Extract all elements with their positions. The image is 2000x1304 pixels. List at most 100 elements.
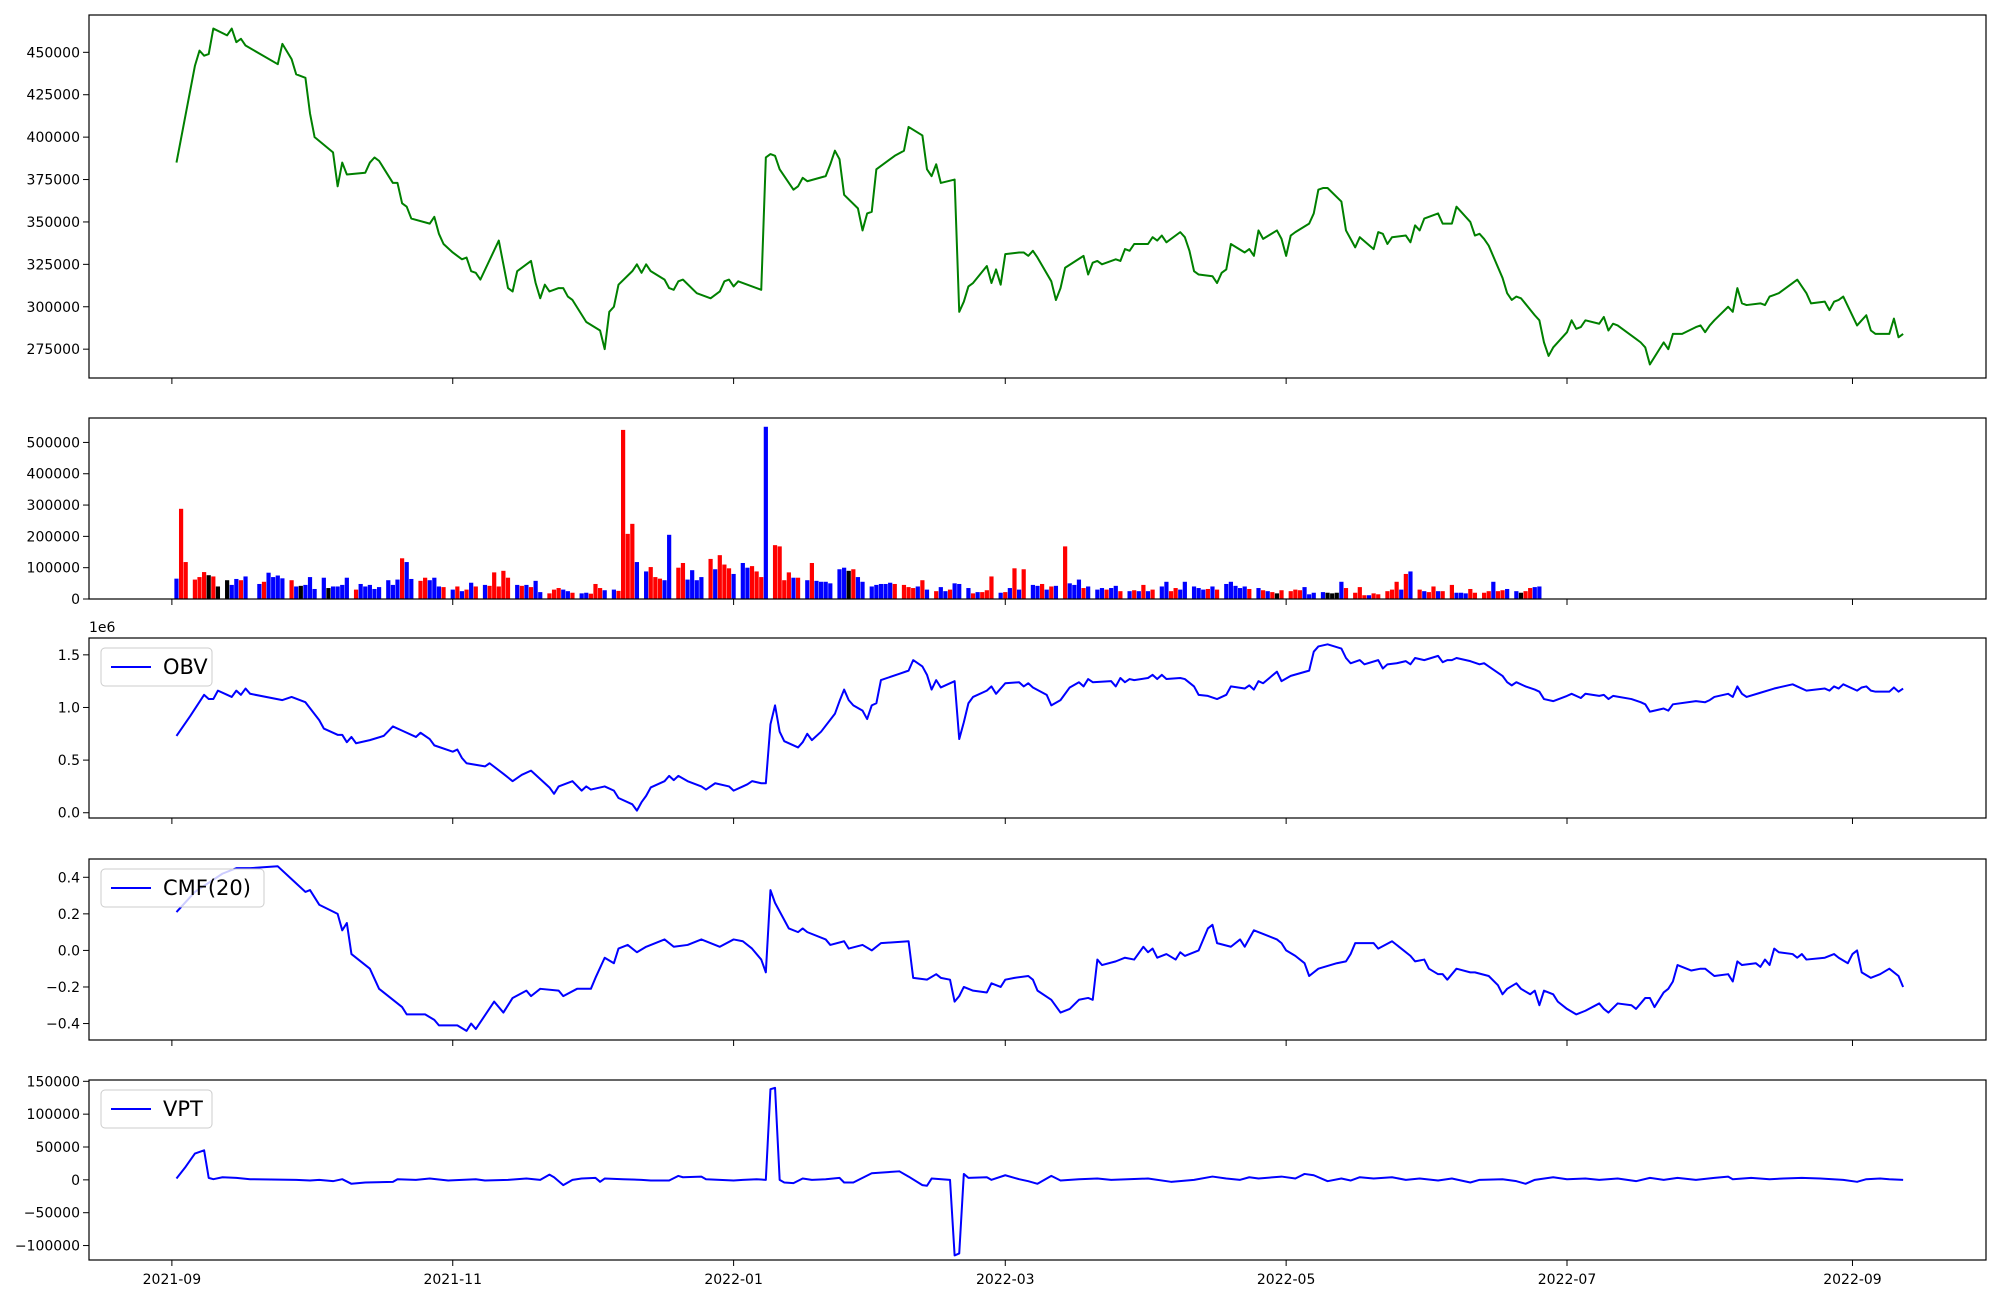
volume-bar [717, 555, 722, 599]
volume-bar [427, 580, 432, 599]
volume-bar [1357, 587, 1362, 599]
volume-bar [561, 589, 566, 599]
volume-bar [1482, 592, 1487, 599]
series-line-obv [175, 643, 1904, 812]
volume-bar [229, 584, 234, 599]
panel-cmf: −0.4 −0.2 0.0 0.2 0.4 CMF(20) [46, 858, 1987, 1046]
volume-bar [823, 581, 828, 599]
volume-bar [1242, 586, 1247, 599]
y-scale-offset-label: 1e6 [89, 620, 116, 636]
y-tick-label: 375000 [27, 173, 80, 189]
volume-bar [363, 586, 368, 599]
volume-bar [782, 580, 787, 599]
volume-bar [202, 572, 207, 599]
volume-bar [1270, 592, 1275, 599]
volume-bar [1233, 585, 1238, 599]
volume-bar [395, 579, 400, 599]
axes-frame [88, 637, 1987, 819]
volume-bar [869, 586, 874, 599]
volume-bar [1063, 546, 1068, 599]
volume-bar [367, 584, 372, 599]
volume-bar [1426, 592, 1431, 599]
volume-bar [772, 545, 778, 599]
volume-bar [1293, 589, 1298, 599]
volume-bar [1256, 588, 1261, 599]
volume-bar [657, 578, 663, 599]
volume-bar [947, 589, 953, 599]
volume-bar [1164, 581, 1169, 599]
volume-bar [551, 589, 557, 599]
legend-box [100, 1089, 213, 1129]
volume-bar [234, 578, 239, 599]
x-tick-label: 2022-01 [704, 1272, 763, 1288]
volume-bar [644, 571, 649, 599]
volume-bar [174, 578, 179, 599]
volume-bar [1486, 591, 1491, 599]
volume-bar [602, 590, 607, 599]
x-tick-label: 2022-05 [1257, 1272, 1316, 1288]
volume-bar [1095, 589, 1100, 599]
volume-bar [630, 523, 635, 599]
volume-bar [722, 564, 727, 599]
volume-bar [1514, 591, 1519, 599]
volume-bar [975, 592, 980, 599]
volume-bar [1325, 592, 1330, 599]
volume-bar [786, 572, 791, 599]
volume-bar [828, 583, 833, 599]
volume-bar [1491, 581, 1496, 599]
volume-bar [1113, 585, 1118, 599]
volume-bar [934, 591, 939, 599]
volume-bar [1173, 588, 1178, 599]
panel-data [175, 27, 1904, 366]
volume-bar [492, 572, 497, 599]
volume-bar [197, 577, 202, 599]
volume-bar [225, 580, 230, 599]
panel-obv: 0.0 0.5 1.0 1.5 1e6 OBV [58, 620, 1987, 824]
volume-bar [1053, 585, 1059, 599]
volume-bar [911, 588, 916, 599]
axes-frame [88, 417, 1987, 600]
volume-bar [1007, 588, 1012, 599]
volume-bar [418, 580, 423, 599]
volume-bar [814, 580, 819, 599]
volume-bar [1141, 584, 1146, 599]
y-tick-label: −100000 [15, 1239, 80, 1255]
volume-bar [1076, 579, 1082, 599]
volume-bar [340, 584, 345, 599]
volume-bar [1191, 586, 1197, 599]
y-tick-label: 0.0 [58, 806, 80, 822]
volume-bar [1201, 589, 1206, 599]
panel-data [175, 865, 1905, 1032]
volume-bar [1159, 586, 1164, 599]
y-tick-label: −0.4 [46, 1017, 80, 1033]
volume-bar [1040, 583, 1045, 599]
volume-bar [795, 577, 801, 599]
volume-bar [731, 573, 736, 599]
y-tick-label: 425000 [27, 88, 80, 104]
volume-bar [1394, 581, 1399, 599]
volume-bar [464, 589, 469, 599]
volume-bar [505, 577, 511, 599]
volume-bar [713, 569, 718, 599]
volume-bar [1012, 568, 1017, 599]
volume-bar [321, 577, 326, 599]
volume-bar [740, 562, 745, 599]
volume-bar [1288, 591, 1293, 599]
volume-bar [1422, 591, 1427, 599]
y-tick-label: −50000 [24, 1206, 80, 1222]
volume-bar [1330, 593, 1335, 599]
volume-bar [1311, 592, 1316, 599]
volume-bar [1385, 591, 1390, 599]
volume-bar [1132, 590, 1137, 599]
volume-bar [892, 583, 897, 599]
volume-bar [1353, 592, 1358, 599]
y-tick-label: 50000 [35, 1140, 80, 1156]
legend: VPT [100, 1089, 213, 1129]
volume-bar [1086, 586, 1091, 599]
volume-bar [952, 583, 957, 599]
volume-bar [400, 558, 405, 599]
volume-bar [763, 426, 768, 599]
volume-bar [938, 587, 943, 599]
x-tick-label: 2022-07 [1538, 1272, 1597, 1288]
volume-bar [215, 586, 221, 599]
